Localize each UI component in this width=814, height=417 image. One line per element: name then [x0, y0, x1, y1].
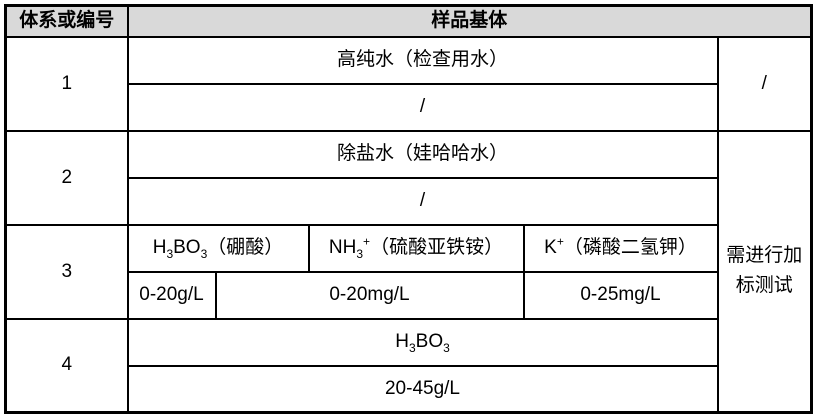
potassium-name: （磷酸二氢钾）	[563, 237, 697, 259]
row1-note-cell: /	[716, 35, 813, 132]
table-row: 2 除盐水（娃哈哈水） 需进行加标测试	[4, 129, 813, 414]
table-row: 3 H3BO3（硼酸） NH3+（硫酸亚铁铵） K+（磷酸二氢钾）	[4, 223, 812, 320]
table-header-row: 体系或编号 样品基体	[4, 4, 813, 38]
row2-id-cell: 2	[4, 129, 129, 226]
row2-detail-cell: /	[126, 176, 719, 226]
header-cell-system-id: 体系或编号	[4, 4, 129, 38]
ammonium-formula: NH	[328, 237, 357, 259]
row1-id-cell: 1	[4, 35, 129, 132]
sample-matrix-table: 体系或编号 样品基体 1 高纯水（检查用水） / / 2 除盐水（娃哈哈水） 需…	[4, 4, 814, 414]
boric-acid-subscript: 3	[200, 247, 208, 262]
potassium-formula: K	[544, 237, 557, 259]
header-cell-sample-matrix: 样品基体	[126, 4, 813, 38]
row3-id-cell: 3	[4, 223, 129, 320]
boric-acid-formula: BO	[415, 331, 444, 353]
ammonium-name: （硫酸亚铁铵）	[370, 237, 504, 259]
table-row: /	[6, 176, 812, 226]
boric-acid-subscript: 3	[408, 341, 416, 356]
row2-matrix-cell: 除盐水（娃哈哈水）	[126, 129, 719, 179]
boric-acid-subscript: 3	[443, 341, 450, 356]
boric-acid-formula: H	[152, 237, 167, 259]
spike-test-note-cell: 需进行加标测试	[716, 129, 813, 414]
ammonium-superscript: +	[363, 234, 371, 249]
table-row: 4 H3BO3	[4, 317, 812, 414]
row3-boric-range-cell: 0-20g/L	[126, 270, 217, 320]
row3-potassium-cell: K+（磷酸二氢钾）	[522, 223, 719, 273]
row4-formula-cell: H3BO3	[126, 317, 719, 367]
row4-range-cell: 20-45g/L	[126, 364, 719, 414]
boric-acid-formula: BO	[173, 237, 201, 259]
row3-ammonium-cell: NH3+（硫酸亚铁铵）	[307, 223, 525, 273]
table-row: 20-45g/L	[6, 364, 812, 414]
row3-boric-acid-cell: H3BO3（硼酸）	[126, 223, 310, 273]
table-row: 0-20g/L 0-20mg/L 0-25mg/L	[6, 270, 812, 320]
boric-acid-subscript: 3	[166, 247, 174, 262]
ammonium-subscript: 3	[356, 247, 364, 262]
table-row: /	[6, 82, 812, 132]
row3-potassium-range-cell: 0-25mg/L	[522, 270, 719, 320]
row4-id-cell: 4	[4, 317, 129, 414]
boric-acid-formula: H	[395, 331, 409, 353]
table-row: 1 高纯水（检查用水） /	[4, 35, 813, 132]
row1-detail-cell: /	[126, 82, 719, 132]
potassium-superscript: +	[556, 234, 564, 249]
boric-acid-name: （硼酸）	[207, 237, 284, 259]
row1-matrix-cell: 高纯水（检查用水）	[126, 35, 719, 85]
row3-ammonium-range-cell: 0-20mg/L	[214, 270, 525, 320]
